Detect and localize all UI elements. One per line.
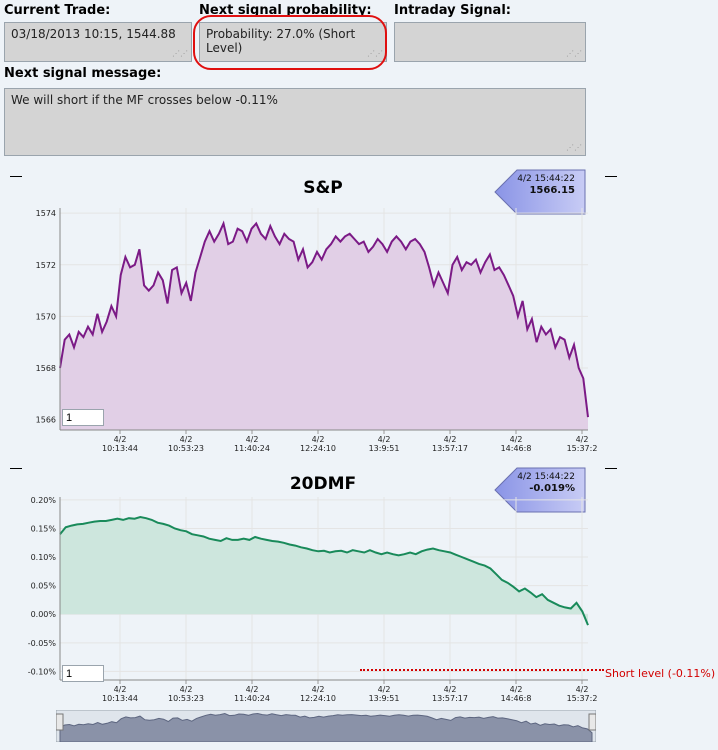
x-tick-time: 15:37:2 bbox=[567, 694, 598, 703]
next-signal-probability-value: Probability: 27.0% (Short Level) bbox=[206, 27, 356, 55]
x-tick-date: 4/2 bbox=[180, 435, 193, 444]
next-signal-probability-label: Next signal probability: bbox=[199, 3, 372, 18]
tooltip-arrow-icon bbox=[494, 169, 586, 215]
x-tick-date: 4/2 bbox=[510, 685, 523, 694]
x-tick-date: 4/2 bbox=[378, 435, 391, 444]
y-tick-label: 0.00% bbox=[31, 610, 57, 619]
mf-chart[interactable]: 20DMF 4/2 15:44:22 -0.019% 0.20% 0.15% 0.1… bbox=[0, 462, 600, 750]
y-tick-label: 0.10% bbox=[31, 553, 57, 562]
x-tick-time: 13:57:17 bbox=[432, 694, 468, 703]
series-area bbox=[60, 517, 588, 626]
x-tick-time: 10:13:44 bbox=[102, 444, 138, 453]
x-tick-time: 11:40:24 bbox=[234, 444, 270, 453]
x-tick-time: 13:9:51 bbox=[369, 694, 400, 703]
next-signal-message-field[interactable]: We will short if the MF crosses below -0… bbox=[4, 88, 586, 156]
x-tick-date: 4/2 bbox=[378, 685, 391, 694]
x-tick-time: 14:46:8 bbox=[501, 694, 532, 703]
current-trade-label: Current Trade: bbox=[4, 3, 111, 18]
y-tick-label: 1574 bbox=[36, 209, 56, 218]
x-tick-date: 4/2 bbox=[576, 685, 589, 694]
sp-chart-plot: 157415721570156815664/210:13:444/210:53:… bbox=[36, 208, 598, 453]
next-signal-message-value: We will short if the MF crosses below -0… bbox=[11, 93, 278, 107]
divider bbox=[10, 468, 22, 469]
series-line bbox=[59, 220, 589, 418]
series-line bbox=[59, 515, 589, 626]
resize-grip-icon[interactable]: ⋰⋰ bbox=[566, 49, 582, 58]
chart-title: S&P bbox=[303, 178, 343, 198]
intraday-signal-label: Intraday Signal: bbox=[394, 3, 511, 18]
tooltip-value: -0.019% bbox=[529, 483, 575, 494]
y-tick-label: 1566 bbox=[36, 416, 56, 425]
x-tick-date: 4/2 bbox=[180, 685, 193, 694]
x-tick-time: 10:13:44 bbox=[102, 694, 138, 703]
x-tick-time: 12:24:10 bbox=[300, 444, 336, 453]
x-tick-date: 4/2 bbox=[312, 435, 325, 444]
x-tick-time: 10:53:23 bbox=[168, 694, 204, 703]
x-tick-date: 4/2 bbox=[444, 435, 457, 444]
tooltip-value: 1566.15 bbox=[529, 185, 575, 196]
value-tooltip: 4/2 15:44:22 -0.019% bbox=[494, 467, 586, 513]
x-tick-date: 4/2 bbox=[246, 685, 259, 694]
current-trade-field[interactable]: 03/18/2013 10:15, 1544.88 ⋰⋰ bbox=[4, 22, 192, 62]
next-signal-message-label: Next signal message: bbox=[4, 66, 162, 81]
y-tick-label: 1568 bbox=[36, 364, 56, 373]
tooltip-time: 4/2 15:44:22 bbox=[517, 472, 575, 482]
x-tick-date: 4/2 bbox=[114, 685, 127, 694]
divider bbox=[605, 468, 617, 469]
divider bbox=[10, 176, 22, 177]
x-tick-time: 11:40:24 bbox=[234, 694, 270, 703]
y-tick-label: 1570 bbox=[36, 312, 56, 321]
short-level-label: Short level (-0.11%) bbox=[605, 667, 716, 680]
x-tick-date: 4/2 bbox=[312, 685, 325, 694]
sp-chart-input[interactable] bbox=[62, 409, 104, 426]
divider bbox=[605, 176, 617, 177]
y-tick-label: -0.10% bbox=[28, 667, 57, 676]
x-tick-time: 10:53:23 bbox=[168, 444, 204, 453]
y-tick-label: 0.20% bbox=[31, 496, 57, 505]
resize-grip-icon[interactable]: ⋰⋰ bbox=[566, 143, 582, 152]
resize-grip-icon[interactable]: ⋰⋰ bbox=[172, 49, 188, 58]
range-navigator[interactable] bbox=[56, 710, 596, 742]
tooltip-arrow-icon bbox=[494, 467, 586, 513]
y-tick-label: 0.15% bbox=[31, 524, 57, 533]
mf-chart-input[interactable] bbox=[62, 665, 104, 682]
navigator-series bbox=[59, 712, 593, 742]
x-tick-date: 4/2 bbox=[510, 435, 523, 444]
x-tick-time: 13:9:51 bbox=[369, 444, 400, 453]
tooltip-time: 4/2 15:44:22 bbox=[517, 174, 575, 184]
highlight-annotation bbox=[193, 15, 387, 70]
x-tick-date: 4/2 bbox=[444, 685, 457, 694]
x-tick-date: 4/2 bbox=[576, 435, 589, 444]
mf-chart-plot: 0.20% 0.15% 0.10% 0.05% 0.00% -0.05% -0.10% 4/2… bbox=[28, 496, 598, 703]
chart-title: 20DMF bbox=[289, 474, 357, 494]
x-tick-date: 4/2 bbox=[114, 435, 127, 444]
value-tooltip: 4/2 15:44:22 1566.15 bbox=[494, 169, 586, 215]
intraday-signal-field[interactable]: ⋰⋰ bbox=[394, 22, 586, 62]
x-tick-time: 15:37:2 bbox=[567, 444, 598, 453]
x-tick-date: 4/2 bbox=[246, 435, 259, 444]
current-trade-value: 03/18/2013 10:15, 1544.88 bbox=[11, 27, 176, 41]
navigator-left-handle bbox=[56, 713, 64, 731]
x-tick-time: 14:46:8 bbox=[501, 444, 532, 453]
sp-chart[interactable]: S&P 4/2 15:44:22 1566.15 1574 1572 1570 156… bbox=[0, 169, 600, 460]
series-area bbox=[60, 223, 588, 430]
y-tick-label: -0.05% bbox=[28, 639, 57, 648]
y-tick-label: 0.05% bbox=[31, 582, 57, 591]
x-tick-time: 12:24:10 bbox=[300, 694, 336, 703]
y-tick-label: 1572 bbox=[36, 261, 56, 270]
x-tick-time: 13:57:17 bbox=[432, 444, 468, 453]
short-level-line bbox=[360, 669, 604, 671]
navigator-right-handle bbox=[588, 713, 596, 731]
